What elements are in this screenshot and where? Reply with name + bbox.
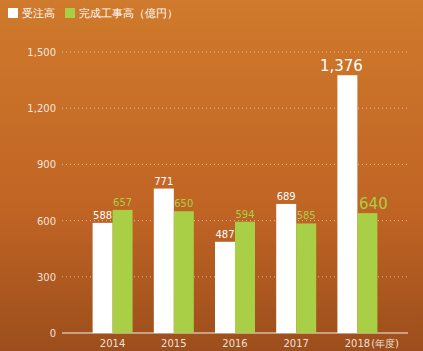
data-labels: 588657 771650 487594 689585 1,376 640 xyxy=(93,57,388,240)
bars xyxy=(93,75,378,333)
data-label: 657 xyxy=(113,197,132,208)
background xyxy=(0,0,423,351)
bar xyxy=(276,204,296,333)
y-tick-label: 1,200 xyxy=(27,103,56,114)
grid-line xyxy=(62,52,408,53)
x-tick-label: 2018 xyxy=(345,338,370,349)
bar xyxy=(113,210,133,333)
x-tick-label: 2016 xyxy=(222,338,247,349)
bar xyxy=(337,75,357,333)
data-label: 594 xyxy=(235,209,254,220)
data-label: 588 xyxy=(93,210,112,221)
legend-label: 完成工事高（億円） xyxy=(79,7,178,20)
y-tick-label: 1,500 xyxy=(27,47,56,58)
data-label: 640 xyxy=(359,195,388,213)
bar xyxy=(357,213,377,333)
y-tick-label: 300 xyxy=(37,272,56,283)
y-tick-label: 600 xyxy=(37,216,56,227)
x-tick-label: 2017 xyxy=(283,338,308,349)
data-label: 650 xyxy=(174,198,193,209)
data-label: 689 xyxy=(277,191,296,202)
bar xyxy=(93,223,113,333)
y-tick-label: 900 xyxy=(37,159,56,170)
data-label: 1,376 xyxy=(320,57,363,75)
data-label: 771 xyxy=(154,176,173,187)
bar xyxy=(296,223,316,333)
y-tick-label: 0 xyxy=(50,328,56,339)
legend-swatch xyxy=(65,8,75,18)
x-axis-title: (年度) xyxy=(371,338,399,349)
bar xyxy=(154,189,174,333)
x-tick-label: 2014 xyxy=(100,338,125,349)
bar xyxy=(174,211,194,333)
data-label: 487 xyxy=(215,229,234,240)
bar xyxy=(235,222,255,333)
legend-swatch xyxy=(8,8,18,18)
x-tick-label: 2015 xyxy=(161,338,186,349)
bar xyxy=(215,242,235,333)
data-label: 585 xyxy=(297,210,316,221)
legend-label: 受注高 xyxy=(22,7,55,20)
